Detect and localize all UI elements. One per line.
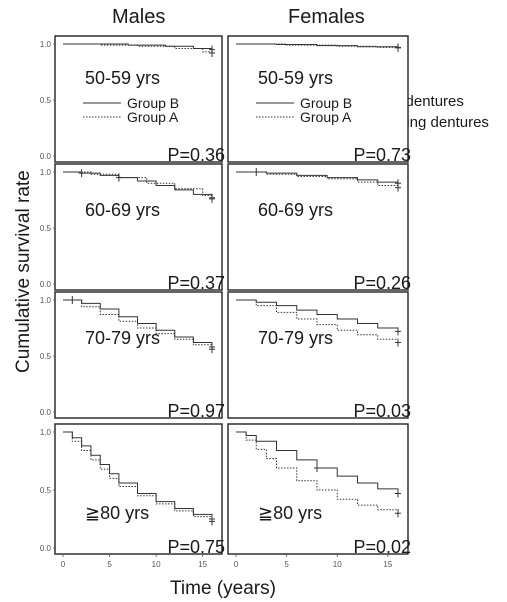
censor-mark [78,169,85,178]
age-group-label: 60-69 yrs [85,200,160,220]
age-group-label: ≧80 yrs [258,503,322,523]
legend-label: Group B [127,95,179,111]
y-tick-label: 1.0 [40,40,52,49]
x-tick-label: 15 [383,560,392,569]
panel-frame [227,35,409,163]
age-group-label: ≧80 yrs [85,503,149,523]
x-tick-label: 5 [284,560,289,569]
p-value-label: P=0.03 [353,401,411,421]
y-tick-label: 1.0 [40,428,52,437]
censor-mark [395,183,401,192]
y-tick-label: 0.0 [40,408,52,417]
y-tick-label: 0.5 [40,352,52,361]
x-tick-label: 10 [333,560,342,569]
legend-label: Group A [300,109,352,125]
p-value-label: P=0.26 [353,273,411,293]
y-tick-label: 1.0 [40,296,52,305]
y-tick-label: 0.0 [40,152,52,161]
series-line-group-b [63,431,213,519]
series-line-group-a [236,299,399,343]
y-tick-label: 0.0 [40,544,52,553]
panel-frame [54,291,223,419]
censor-mark [395,509,401,518]
panel-males-80plus: 0.0 0.5 1.0 0 5 10 15 ≧80 yrs P=0.75 [40,423,225,569]
column-title-females: Females [288,6,365,28]
age-group-label: 70-79 yrs [258,328,333,348]
y-tick-label: 1.0 [40,168,52,177]
y-tick-label: 0.0 [40,280,52,289]
panel-males-60-69: 0.0 0.5 1.0 60-69 yrs P=0.37 [40,163,225,293]
x-tick-label: 15 [198,560,207,569]
series-line-group-b [63,171,213,198]
p-value-label: P=0.02 [353,537,411,557]
censor-mark [314,463,320,472]
censor-mark [395,327,401,336]
age-group-label: 50-59 yrs [85,68,160,88]
panel-males-70-79: 0.0 0.5 1.0 70-79 yrs P=0.97 [40,291,225,421]
censor-mark [395,489,401,498]
panel-frame [227,163,409,291]
series-line-group-a [63,431,213,522]
censor-mark [209,345,215,354]
series-line-group-b [63,299,213,348]
censor-mark [209,194,215,203]
panel-frame [54,163,223,291]
censor-mark [395,338,401,347]
panel-females-60-69: 60-69 yrs P=0.26 [227,163,411,293]
series-line-group-b [236,299,399,332]
legend-label: Group B [300,95,352,111]
legend-label: Group A [127,109,179,125]
age-group-label: 50-59 yrs [258,68,333,88]
p-value-label: P=0.75 [167,537,225,557]
y-tick-label: 0.5 [40,224,52,233]
age-group-label: 60-69 yrs [258,200,333,220]
censor-mark [395,43,401,52]
panel-frame [54,423,223,555]
p-value-label: P=0.36 [167,145,225,165]
panel-females-70-79: 70-79 yrs P=0.03 [227,291,411,421]
series-line-group-a [236,43,399,48]
series-line-group-a [63,299,213,350]
censor-mark [209,517,215,526]
x-tick-label: 0 [234,560,239,569]
x-tick-label: 0 [61,560,66,569]
panel-females-80plus: 0 5 10 15 ≧80 yrs P=0.02 [227,423,411,569]
y-tick-label: 0.5 [40,486,52,495]
x-axis-label: Time (years) [170,578,276,599]
series-line-group-b [236,431,399,494]
age-group-label: 70-79 yrs [85,328,160,348]
panel-frame [54,35,223,163]
x-tick-label: 10 [152,560,161,569]
column-title-males: Males [112,6,166,28]
y-tick-label: 0.5 [40,96,52,105]
p-value-label: P=0.37 [167,273,225,293]
x-tick-label: 5 [107,560,112,569]
series-line-group-a [63,43,213,53]
series-line-group-a [236,431,399,514]
censor-mark [209,48,215,57]
series-line-group-a [63,171,213,199]
p-value-label: P=0.73 [353,145,411,165]
panel-frame [227,291,409,419]
p-value-label: P=0.97 [167,401,225,421]
